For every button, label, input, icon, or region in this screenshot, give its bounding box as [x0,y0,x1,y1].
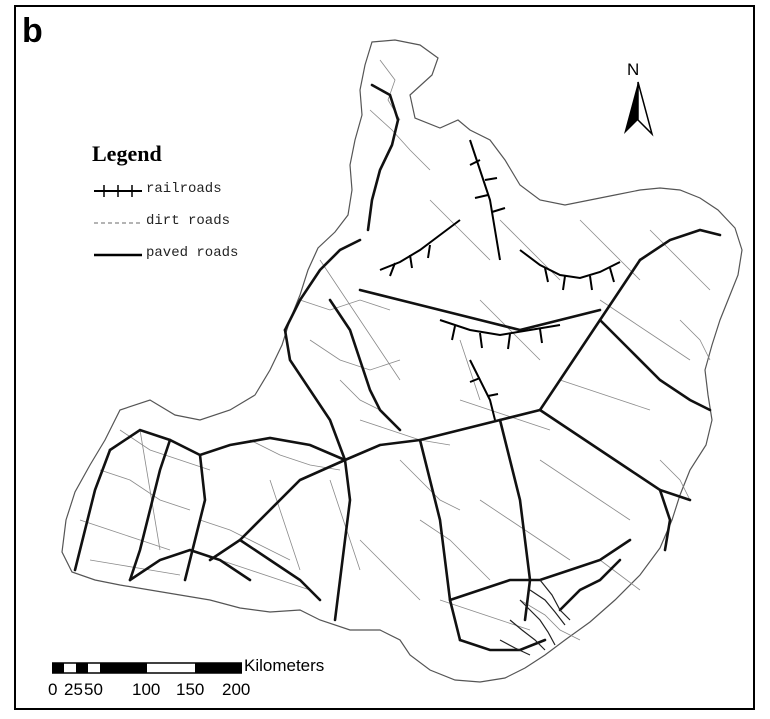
coastal-road-cluster [499,579,571,656]
legend-label-railroads: railroads [146,181,222,197]
scale-tick: 200 [222,680,251,699]
paved-road-symbol-icon [94,253,142,257]
scale-tick: 50 [84,680,103,699]
north-label: N [627,60,640,79]
scale-tick: 0 [48,680,58,699]
scale-tick: 25 [64,680,83,699]
legend-label-paved-roads: paved roads [146,245,239,261]
legend-item-railroads: railroads [92,181,292,201]
legend-title: Legend [92,141,162,166]
dirt-road-symbol-icon [94,222,142,224]
scale-tick: 150 [176,680,205,699]
dense-road-cluster [379,139,621,421]
paved-roads-layer [73,83,722,652]
panel-label: b [22,12,43,50]
legend-item-paved-roads: paved roads [92,245,292,265]
railroad-symbol-icon [94,185,142,197]
scale-unit-label: Kilometers [244,656,325,675]
north-arrow-icon [624,81,654,137]
scale-tick: 100 [132,680,161,699]
region-outline [61,39,743,683]
scale-bar [52,662,242,674]
scale-tick-labels: 0 25 50 100 150 200 [48,680,251,700]
legend-item-dirt-roads: dirt roads [92,213,292,233]
legend-label-dirt-roads: dirt roads [146,213,231,229]
